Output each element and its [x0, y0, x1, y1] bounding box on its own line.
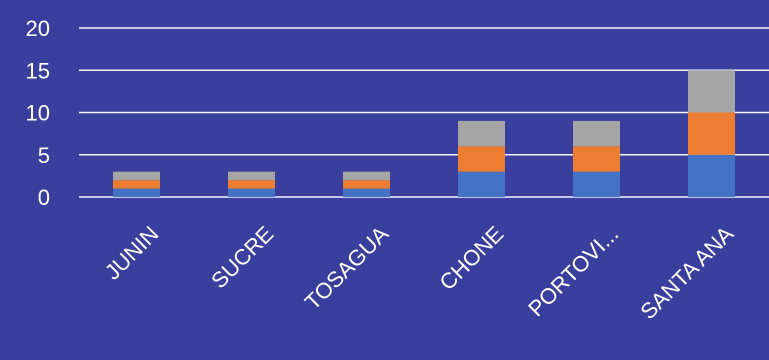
x-category-label: TOSAGUA: [300, 221, 394, 315]
bar-segment-5-1: [688, 112, 735, 155]
bar-segment-0-0: [113, 188, 160, 197]
bar-segment-0-1: [113, 180, 160, 189]
y-tick-label: 20: [26, 16, 50, 41]
bar-segment-5-2: [688, 70, 735, 113]
x-category-label: JUNIN: [100, 221, 163, 284]
bar-segment-4-1: [573, 146, 620, 172]
bar-segment-3-1: [458, 146, 505, 172]
bars: [113, 70, 735, 197]
bar-segment-2-0: [343, 188, 390, 197]
bar-segment-2-1: [343, 180, 390, 189]
bar-segment-3-2: [458, 120, 505, 147]
bar-segment-2-2: [343, 171, 390, 181]
x-category-label: SUCRE: [206, 221, 278, 293]
gridlines: [79, 27, 769, 198]
x-axis-category-labels: JUNIN SUCRE TOSAGUA CHONE PORTOVI... SANTA AN…: [100, 221, 739, 324]
bar-segment-4-0: [573, 171, 620, 197]
y-axis-tick-labels: 0 5 10 15 20: [26, 16, 50, 210]
y-tick-label: 0: [38, 185, 50, 210]
y-tick-label: 15: [26, 58, 50, 83]
x-category-label: SANTA ANA: [635, 221, 738, 324]
x-category-label: PORTOVI...: [523, 221, 623, 321]
x-category-label: CHONE: [434, 221, 508, 295]
bar-segment-5-0: [688, 154, 735, 197]
y-tick-label: 5: [38, 143, 50, 168]
bar-segment-1-1: [228, 180, 275, 189]
bar-segment-1-2: [228, 171, 275, 181]
bar-segment-4-2: [573, 120, 620, 147]
y-tick-label: 10: [26, 101, 50, 126]
bar-segment-3-0: [458, 171, 505, 197]
bar-segment-1-0: [228, 188, 275, 197]
bar-segment-0-2: [113, 171, 160, 181]
